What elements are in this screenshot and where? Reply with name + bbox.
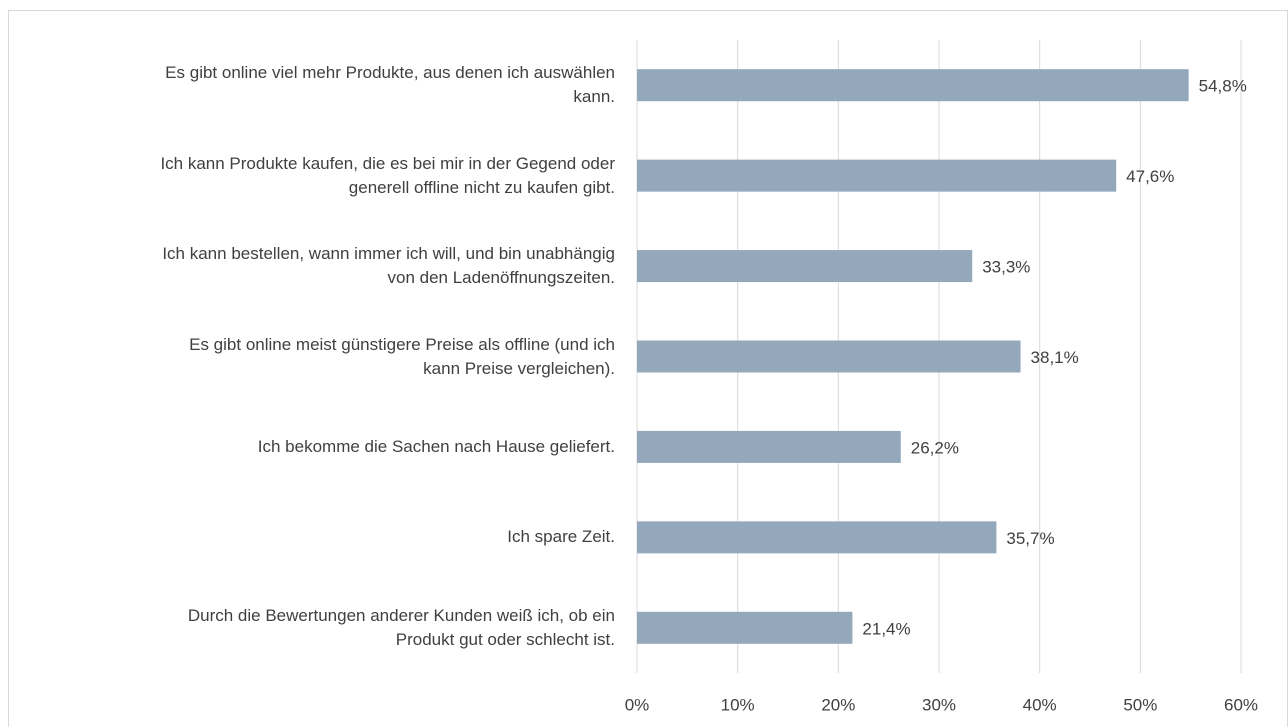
category-label: Es gibt online viel mehr Produkte, aus d… (165, 63, 615, 107)
bar (637, 340, 1021, 373)
bar (637, 250, 973, 283)
x-tick-label: 20% (821, 695, 855, 714)
bar (637, 159, 1117, 192)
x-tick-label: 0% (625, 695, 650, 714)
data-label: 38,1% (1031, 348, 1079, 367)
bar (637, 521, 997, 554)
category-label: Durch die Bewertungen anderer Kunden wei… (187, 605, 615, 649)
x-tick-label: 40% (1023, 695, 1057, 714)
category-label: Ich kann Produkte kaufen, die es bei mir… (160, 153, 615, 197)
category-label: Ich bekomme die Sachen nach Hause gelief… (257, 436, 615, 456)
data-label: 33,3% (982, 258, 1030, 277)
bar (637, 430, 901, 463)
x-tick-label: 30% (922, 695, 956, 714)
data-label: 54,8% (1199, 77, 1247, 96)
data-label: 47,6% (1126, 167, 1174, 186)
data-label: 21,4% (862, 619, 910, 638)
bar (637, 69, 1189, 102)
data-label: 26,2% (911, 438, 959, 457)
bar (637, 611, 853, 644)
x-tick-label: 10% (721, 695, 755, 714)
x-tick-label: 50% (1123, 695, 1157, 714)
x-tick-label: 60% (1224, 695, 1258, 714)
category-label: Ich kann bestellen, wann immer ich will,… (162, 244, 615, 288)
category-label: Es gibt online meist günstigere Preise a… (189, 334, 615, 378)
data-label: 35,7% (1006, 529, 1054, 548)
category-label: Ich spare Zeit. (507, 527, 615, 547)
